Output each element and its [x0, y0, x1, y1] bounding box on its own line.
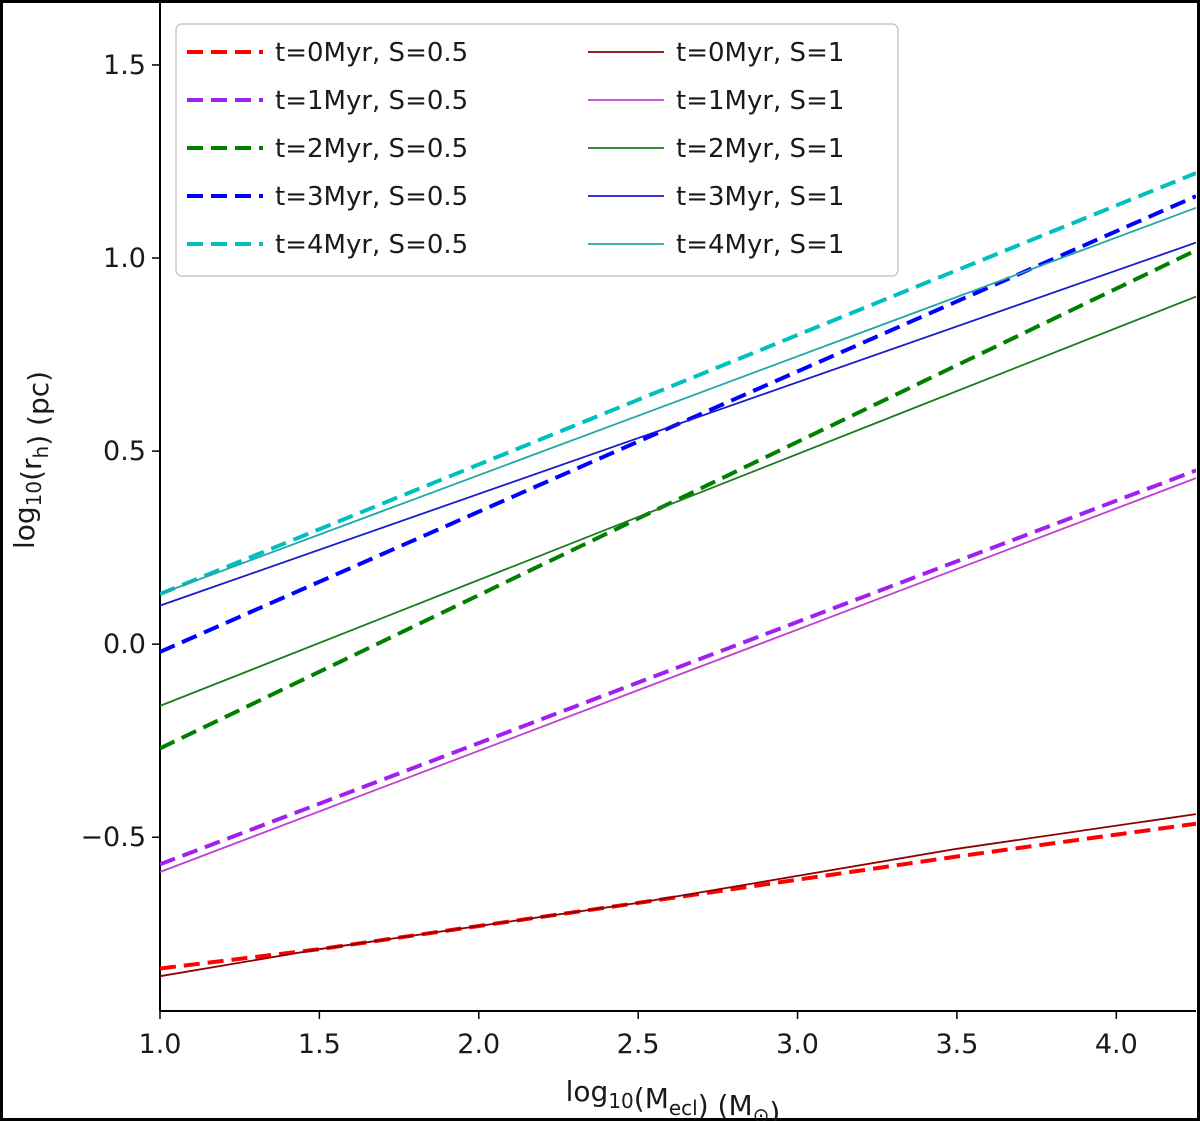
y-tick-label: 0.5 [103, 436, 146, 467]
legend-label: t=4Myr, S=1 [676, 230, 844, 260]
x-tick-label: 1.0 [139, 1029, 182, 1060]
series-line [160, 813, 1196, 978]
legend-label: t=4Myr, S=0.5 [275, 230, 468, 260]
series-line [160, 295, 1196, 707]
legend: t=0Myr, S=0.5 t=1Myr, S=0.5 t=2Myr, S=0.5 t… [175, 23, 899, 277]
x-axis-label: log10(Mecl) (M⊙) [566, 1075, 781, 1121]
legend-label: t=0Myr, S=0.5 [275, 38, 468, 68]
legend-label: t=1Myr, S=0.5 [275, 86, 468, 116]
y-tick-label: 0.0 [103, 629, 146, 660]
x-tick-label: 3.0 [776, 1029, 819, 1060]
series-line [160, 171, 1196, 596]
plot-area [159, 0, 1196, 1012]
y-tick-label: 1.0 [103, 243, 146, 274]
series-layer [160, 171, 1196, 978]
x-axis: 1.0 1.5 2.0 2.5 3.0 3.5 4.0 [139, 1011, 1138, 1060]
legend-box [175, 23, 899, 277]
x-tick-label: 2.0 [457, 1029, 500, 1060]
legend-label: t=3Myr, S=1 [676, 182, 844, 212]
x-tick-label: 3.5 [935, 1029, 978, 1060]
y-tick-label: −0.5 [80, 822, 146, 853]
series-line [160, 241, 1196, 607]
legend-label: t=1Myr, S=1 [676, 86, 844, 116]
legend-label: t=3Myr, S=0.5 [275, 182, 468, 212]
x-tick-label: 4.0 [1095, 1029, 1138, 1060]
series-line [160, 206, 1196, 595]
legend-label: t=2Myr, S=1 [676, 134, 844, 164]
legend-label: t=0Myr, S=1 [676, 38, 844, 68]
series-line [160, 248, 1196, 751]
x-tick-label: 1.5 [298, 1029, 341, 1060]
series-line [160, 477, 1196, 873]
y-tick-label: 1.5 [103, 50, 146, 81]
y-axis-label: log10(rh) (pc) [8, 371, 55, 549]
series-line [160, 468, 1196, 867]
legend-label: t=2Myr, S=0.5 [275, 134, 468, 164]
y-axis: −0.5 0.0 0.5 1.0 1.5 [80, 50, 160, 853]
x-tick-label: 2.5 [617, 1029, 660, 1060]
